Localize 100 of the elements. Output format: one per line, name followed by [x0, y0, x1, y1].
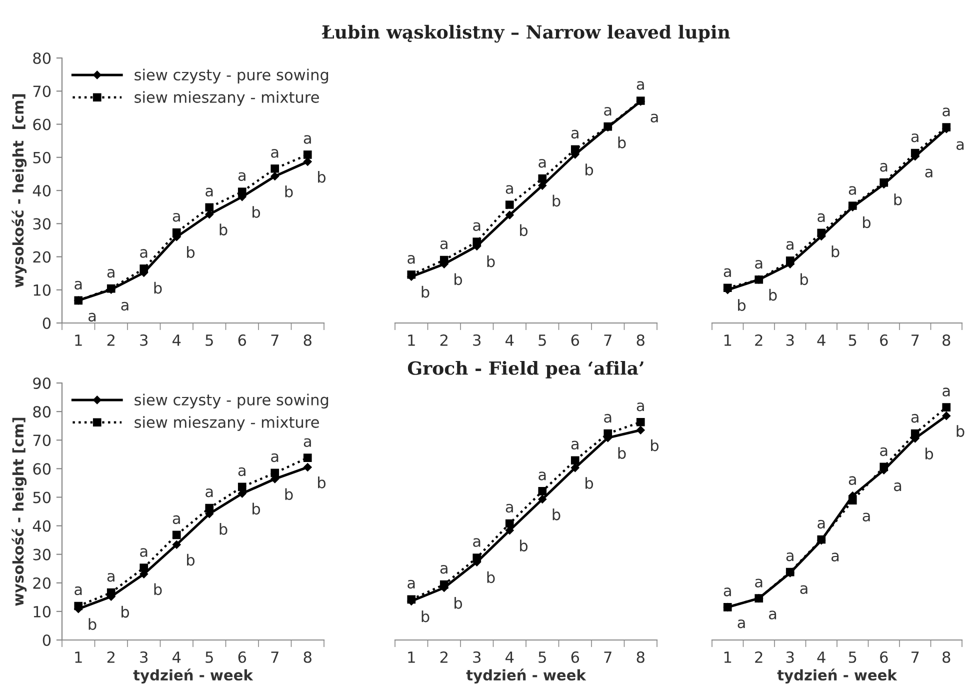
annotation: b	[252, 502, 260, 515]
annotation: a	[848, 476, 856, 485]
annotation: a	[271, 149, 278, 158]
x-tick-label: 3	[786, 334, 794, 346]
annotation: b	[454, 597, 462, 609]
annotation: a	[571, 130, 578, 139]
x-tick-label: 7	[912, 334, 919, 346]
annotation: a	[604, 414, 612, 423]
annotation: a	[911, 414, 918, 423]
x-tick-label: 4	[172, 652, 181, 663]
y-tick-label: 10	[34, 606, 51, 618]
annotation: a	[769, 610, 776, 620]
annotation: b	[285, 186, 293, 198]
x-tick-label: 5	[848, 334, 856, 346]
annotation: a	[440, 240, 448, 250]
x-tick-label: 7	[271, 652, 278, 663]
annotation: b	[422, 610, 430, 622]
annotation: a	[604, 106, 612, 116]
x-tick-label: 5	[538, 652, 546, 663]
y-tick-label: 40	[32, 184, 51, 197]
chart-title: Groch - Field pea ‘afila’	[408, 360, 644, 378]
annotation: a	[408, 580, 415, 589]
annotation: b	[832, 245, 840, 258]
x-tick-label: 6	[238, 334, 246, 346]
annotation: b	[769, 288, 777, 301]
x-tick-label: 4	[172, 334, 181, 346]
x-tick-label: 2	[755, 334, 762, 346]
annotation: b	[552, 508, 560, 520]
annotation: b	[220, 224, 228, 236]
annotation: a	[848, 186, 856, 195]
x-tick-label: 2	[107, 334, 114, 346]
annotation: a	[832, 552, 839, 562]
y-tick-label: 60	[33, 463, 51, 475]
x-axis-title: tydzień - week	[466, 668, 586, 684]
annotation: a	[942, 388, 950, 396]
x-tick-label: 3	[786, 651, 794, 663]
annotation: b	[487, 571, 495, 584]
annotation: b	[520, 540, 528, 552]
annotation: b	[187, 554, 195, 566]
annotation: a	[74, 586, 82, 596]
annotation: a	[440, 564, 448, 574]
annotation: a	[880, 447, 888, 456]
annotation: b	[926, 448, 934, 460]
x-tick-label: 5	[206, 652, 213, 663]
annotation: a	[238, 467, 246, 476]
x-tick-label: 2	[440, 651, 448, 663]
x-tick-label: 2	[440, 334, 448, 346]
annotation: a	[506, 504, 513, 513]
y-tick-label: 70	[33, 434, 51, 446]
annotation: b	[88, 618, 96, 630]
x-tick-label: 3	[140, 651, 148, 663]
x-tick-label: 7	[604, 334, 612, 346]
annotation: b	[285, 488, 293, 500]
y-tick-label: 20	[33, 251, 51, 263]
x-tick-label: 2	[107, 651, 114, 663]
y-tick-label: 30	[33, 218, 51, 230]
annotation: a	[636, 402, 644, 412]
annotation: a	[140, 548, 148, 557]
annotation: a	[107, 268, 114, 278]
annotation: a	[862, 512, 870, 522]
x-tick-label: 7	[604, 652, 612, 663]
legend-label: siew czysty - pure sowing	[134, 68, 328, 84]
x-tick-label: 6	[880, 651, 888, 663]
y-tick-label: 50	[33, 152, 51, 164]
x-tick-label: 1	[724, 652, 732, 663]
y-tick-label: 50	[33, 492, 51, 504]
y-axis-title: wysokość - height [cm]	[12, 418, 27, 606]
annotation: a	[206, 488, 213, 498]
annotation: a	[636, 81, 644, 90]
annotation: a	[473, 538, 480, 547]
annotation: b	[252, 206, 260, 218]
x-tick-label: 1	[75, 334, 82, 346]
annotation: a	[140, 249, 148, 258]
annotation: b	[487, 255, 495, 268]
annotation: a	[172, 515, 180, 524]
x-tick-label: 3	[140, 334, 148, 346]
annotation: a	[571, 440, 578, 450]
annotation: a	[74, 280, 82, 290]
annotation: b	[586, 477, 594, 489]
x-tick-label: 1	[724, 334, 732, 346]
x-tick-label: 8	[304, 651, 312, 663]
y-tick-label: 0	[42, 317, 51, 330]
x-tick-label: 1	[408, 334, 415, 346]
annotation: b	[154, 583, 162, 596]
annotation: b	[618, 447, 626, 459]
annotation: b	[122, 606, 130, 618]
y-tick-label: 30	[33, 548, 51, 560]
annotation: a	[408, 255, 415, 264]
x-tick-label: 4	[817, 652, 826, 663]
x-tick-label: 7	[912, 652, 919, 663]
annotation: a	[724, 588, 731, 596]
x-tick-label: 1	[408, 652, 415, 663]
annotation: a	[650, 114, 658, 122]
annotation: a	[800, 585, 808, 594]
x-axis-title: tydzień - week	[133, 668, 254, 684]
annotation: a	[538, 472, 546, 480]
annotation: b	[552, 194, 560, 207]
x-tick-label: 7	[271, 334, 278, 346]
chart-title: Łubin wąskolistny – Narrow leaved lupin	[322, 24, 730, 43]
annotation: a	[538, 158, 546, 168]
